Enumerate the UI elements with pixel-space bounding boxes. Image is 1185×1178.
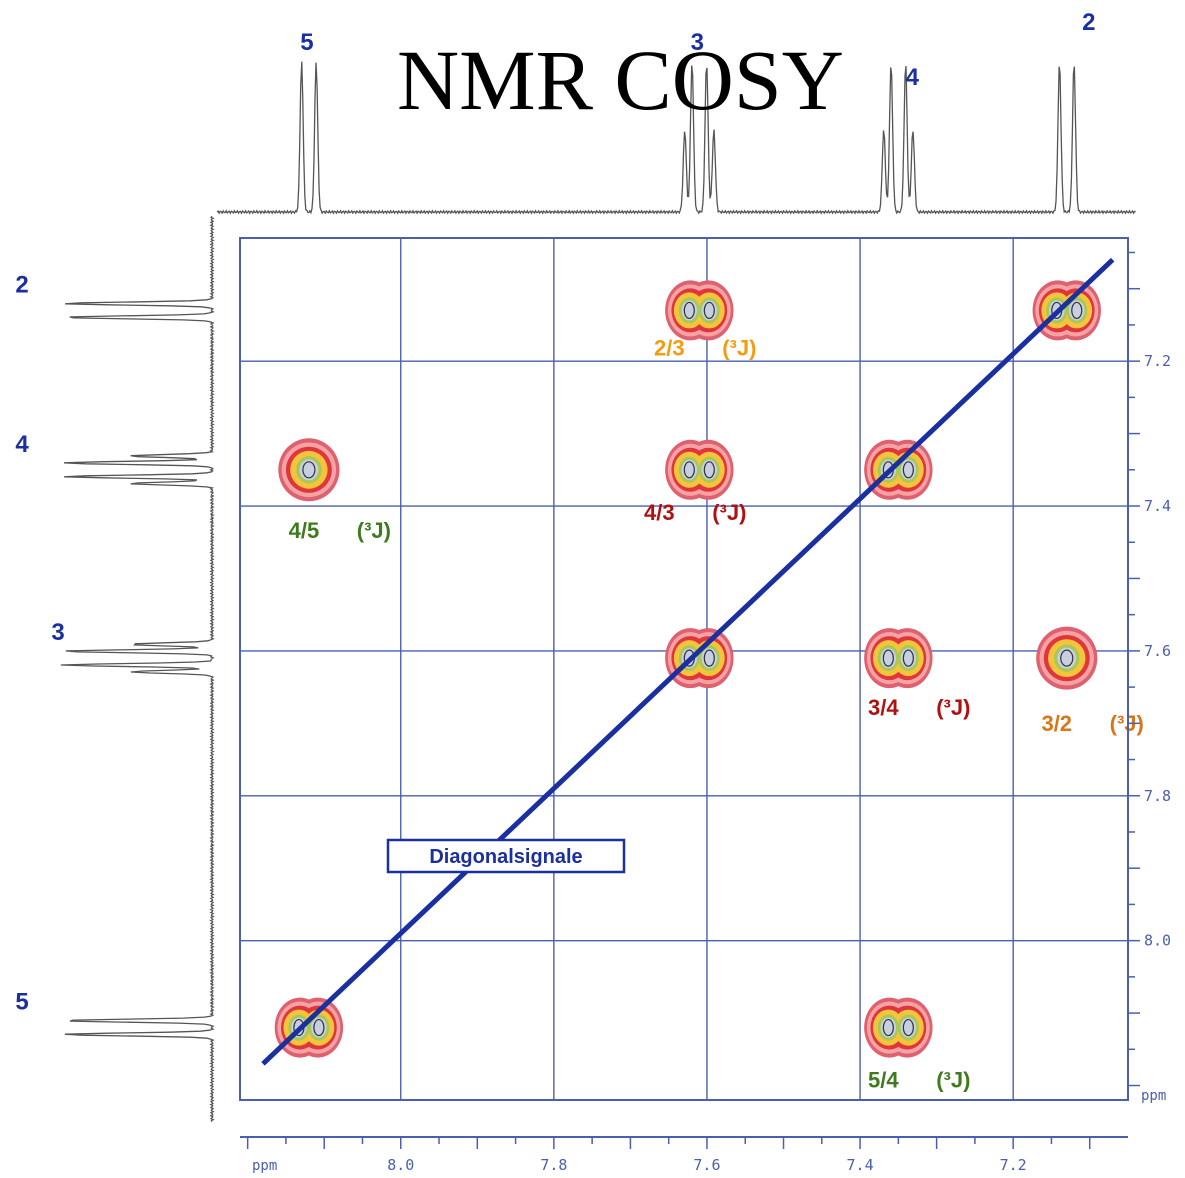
contour-core — [902, 461, 914, 479]
left-projection-spectrum — [60, 215, 215, 1122]
cross-peak — [864, 997, 933, 1058]
contour-core — [302, 461, 316, 479]
cross-peak — [1036, 626, 1098, 690]
projection-spectra — [60, 61, 1136, 1122]
left-peak-label: 4 — [15, 431, 29, 458]
x-tick-label: 7.2 — [1000, 1156, 1027, 1174]
cross-peak-label: 4/3 — [644, 500, 675, 525]
cross-peak-label: 3/2 — [1041, 711, 1072, 736]
contour-core — [703, 461, 715, 479]
diagonal-peak — [1032, 280, 1101, 341]
x-tick-label: 7.4 — [847, 1156, 874, 1174]
y-tick-label: 7.2 — [1144, 352, 1171, 370]
cross-peak-coupling: (³J) — [712, 500, 746, 525]
cross-peak-coupling: (³J) — [357, 518, 391, 543]
y-axis-unit: ppm — [1141, 1088, 1166, 1104]
top-projection-spectrum — [216, 61, 1136, 215]
y-tick-label: 7.4 — [1144, 497, 1171, 515]
contour-core — [703, 301, 715, 320]
cross-peak — [665, 439, 734, 500]
y-tick-label: 7.8 — [1144, 787, 1171, 805]
x-tick-label: 7.8 — [540, 1156, 567, 1174]
left-peak-label: 5 — [15, 989, 28, 1016]
contour-core — [313, 1018, 325, 1037]
cross-peak-coupling: (³J) — [936, 1068, 970, 1093]
contour-core — [882, 649, 894, 667]
contour-core — [1071, 301, 1083, 320]
contour-core — [683, 461, 695, 479]
left-peak-label: 3 — [51, 619, 64, 646]
diagonal-peak — [665, 628, 734, 689]
top-peak-label: 3 — [691, 29, 704, 56]
diagonal-line — [261, 257, 1115, 1066]
contour-core — [683, 301, 695, 320]
cross-peak-label: 5/4 — [868, 1068, 899, 1093]
cross-peak-label: 2/3 — [654, 335, 685, 360]
y-tick-label: 7.6 — [1144, 642, 1171, 660]
peak-labels: 5 3 4 2 2 4 3 5 Diagonalsignale 2/3 (³J) 4/3 (³J) 4/5… — [15, 9, 1144, 1093]
left-peak-label: 2 — [15, 271, 28, 298]
contour-core — [1060, 649, 1074, 667]
axes: 8.0 7.8 7.6 7.4 7.2 ppm 7.2 7.4 7.6 7.8 8.0 ppm — [240, 238, 1171, 1174]
cross-peak — [665, 280, 734, 341]
contour-core — [882, 1018, 894, 1037]
cross-peak-coupling: (³J) — [936, 695, 970, 720]
cross-peak-label: 4/5 — [289, 518, 320, 543]
top-peak-label: 4 — [906, 64, 920, 91]
x-tick-label: 8.0 — [387, 1156, 414, 1174]
top-peak-label: 2 — [1082, 9, 1095, 36]
diagonal-label-box — [386, 838, 626, 874]
diagonal-label: Diagonalsignale — [429, 846, 582, 868]
diagonal-line-stroke — [261, 257, 1115, 1066]
contour-core — [902, 1018, 914, 1037]
diagonal-peak — [274, 997, 344, 1058]
top-peak-label: 5 — [300, 29, 313, 56]
cross-peak-coupling: (³J) — [722, 335, 756, 360]
cross-peak-label: 3/4 — [868, 695, 899, 720]
grid — [240, 238, 1128, 1100]
cross-peak — [278, 438, 340, 502]
contour-core — [703, 649, 715, 667]
contour-core — [902, 649, 914, 667]
x-axis-unit: ppm — [252, 1158, 277, 1174]
x-tick-label: 7.6 — [693, 1156, 720, 1174]
diagonal-peak — [864, 439, 933, 500]
cross-peak — [864, 628, 933, 689]
y-tick-label: 8.0 — [1144, 932, 1171, 950]
